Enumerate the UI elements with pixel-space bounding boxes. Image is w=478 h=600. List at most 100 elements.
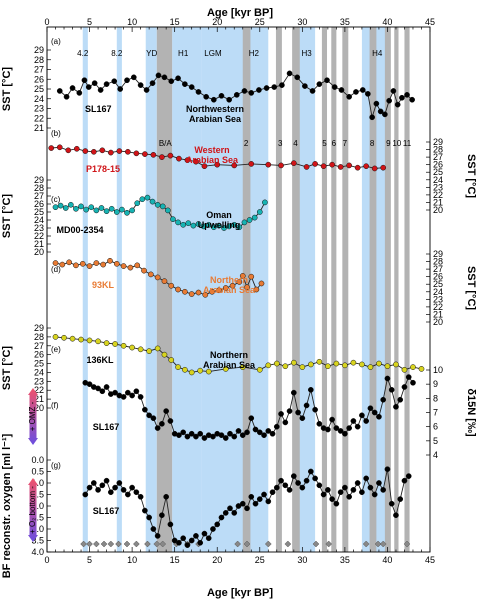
panel-c-region-label-2: Upwelling — [198, 220, 241, 230]
panel-e-point-2 — [69, 335, 76, 342]
panel-b-y-tick-label: 29 — [433, 137, 443, 147]
panel-f-point-43 — [265, 428, 272, 434]
panel-d-point-27 — [236, 279, 243, 285]
panel-g-point-32 — [218, 514, 225, 521]
panel-g-point-50 — [295, 480, 301, 486]
panel-a-point-17 — [161, 74, 168, 81]
panel-c-point-39 — [251, 214, 258, 221]
x-tick-label-top: 35 — [340, 17, 350, 27]
panel-f-point-5 — [103, 384, 110, 390]
panel-c-y-tick-label: 23 — [34, 223, 44, 233]
panel-f-y-tick-label: 9 — [433, 379, 438, 389]
panel-g-point-13 — [137, 493, 144, 500]
event-label-15: 8 — [370, 139, 375, 148]
panel-b-point-6 — [99, 147, 106, 154]
panel-c-y-tick-label: 29 — [34, 175, 44, 185]
panel-f-point-28 — [201, 435, 208, 441]
panel-d-point-18 — [175, 286, 181, 293]
panel-f-point-47 — [282, 419, 289, 426]
panel-e-point-41 — [418, 366, 425, 372]
age-control-point-20 — [362, 540, 370, 548]
panel-c-point-9 — [98, 205, 105, 211]
panel-b-y-label: SST [°C] — [465, 154, 477, 198]
panel-f-point-38 — [244, 429, 250, 436]
panel-e-region-label-2: Arabian Sea — [203, 360, 256, 370]
panel-d-y-tick-label: 26 — [433, 272, 443, 282]
panel-e-point-3 — [78, 336, 84, 343]
panel-c-y-label: SST [°C] — [1, 194, 13, 238]
panel-b-point-31 — [354, 164, 361, 171]
event-label-11: 4 — [293, 139, 298, 148]
age-control-point-7 — [133, 540, 140, 548]
event-label-8: B/A — [159, 139, 173, 148]
panel-g-point-35 — [231, 510, 238, 516]
panel-f-point-12 — [133, 388, 140, 395]
panel-g-point-69 — [376, 480, 382, 486]
panel-g-point-75 — [401, 477, 408, 484]
panel-a-point-12 — [130, 74, 137, 81]
panel-d-point-17 — [168, 282, 175, 289]
x-tick-label-bottom: 30 — [297, 555, 307, 565]
panel-c-point-37 — [241, 219, 248, 226]
panel-e-core-label: 136KL — [86, 355, 114, 365]
x-tick-label-bottom: 5 — [87, 555, 92, 565]
panel-d-point-0 — [52, 260, 59, 266]
panel-b-y-tick-label: 22 — [433, 190, 443, 200]
panel-a-point-34 — [286, 70, 293, 77]
panel-g-point-42 — [261, 491, 267, 498]
panel-b-point-30 — [346, 162, 352, 169]
panel-f-point-58 — [329, 416, 335, 423]
panel-a-point-23 — [203, 93, 210, 100]
panel-b-point-26 — [312, 161, 318, 167]
panel-a-y-tick-label: 26 — [34, 74, 44, 84]
panel-d-point-5 — [86, 263, 93, 269]
panel-f-y-label: δ15N [‰] — [465, 388, 477, 437]
panel-e-point-18 — [197, 367, 204, 374]
panel-g-y-tick-label: 4.0 — [31, 547, 44, 557]
panel-a-point-2 — [69, 85, 76, 91]
panel-g-point-59 — [333, 500, 340, 507]
panel-g-point-12 — [133, 489, 140, 496]
panel-b-point-10 — [133, 150, 140, 157]
panel-f-y-tick-label: 7 — [433, 408, 438, 418]
panel-d-letter: (d) — [51, 265, 61, 274]
panel-g-y-tick-label: 3.0 — [31, 524, 44, 534]
panel-g-point-41 — [256, 496, 263, 502]
panel-a-y-tick-label: 23 — [34, 104, 44, 114]
panel-b-point-8 — [116, 148, 123, 154]
x-tick-label-top: 0 — [44, 17, 49, 27]
panel-d-point-21 — [195, 289, 202, 296]
panel-f-point-32 — [218, 432, 225, 439]
panel-f-point-11 — [129, 392, 135, 399]
panel-a-point-40 — [331, 84, 338, 90]
x-tick-label-top: 30 — [297, 17, 307, 27]
panel-b-point-17 — [193, 158, 199, 165]
panel-e-point-33 — [350, 359, 357, 366]
panel-a-point-33 — [279, 82, 285, 88]
panel-d-point-24 — [216, 287, 222, 294]
panel-b-point-18 — [201, 163, 208, 170]
panel-f-point-77 — [410, 379, 416, 386]
panel-d-point-29 — [244, 284, 250, 291]
panel-g-point-53 — [307, 468, 314, 475]
panel-a-point-29 — [248, 90, 255, 96]
grey-band-0 — [156, 27, 173, 552]
panel-g-y-tick-label: 2.5 — [31, 513, 44, 523]
panel-f-point-3 — [95, 385, 101, 392]
x-tick-label-bottom: 10 — [127, 555, 137, 565]
blue-band-2 — [145, 27, 157, 552]
panel-a-point-42 — [346, 93, 352, 100]
panel-d-point-6 — [93, 260, 100, 266]
panel-f-y-tick-label: 6 — [433, 422, 438, 432]
panel-g-point-56 — [320, 491, 327, 498]
panel-f-point-17 — [154, 425, 161, 431]
panel-g-point-18 — [159, 512, 165, 519]
panel-a-region-label-2: Arabian Sea — [189, 114, 242, 124]
panel-g-point-73 — [393, 512, 399, 519]
x-tick-label-top: 45 — [425, 17, 435, 27]
panel-a-y-tick-label: 24 — [34, 94, 44, 104]
panel-f-point-25 — [188, 430, 195, 437]
